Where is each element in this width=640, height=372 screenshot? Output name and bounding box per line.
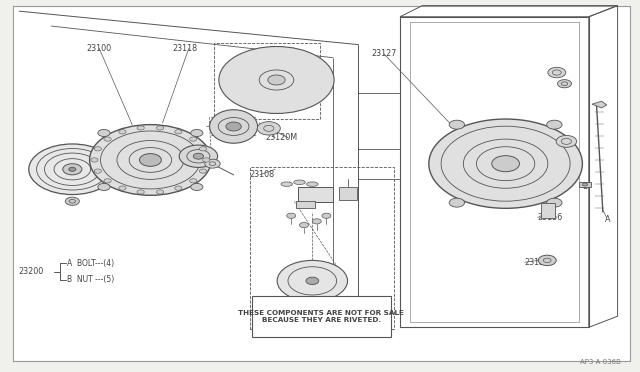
Ellipse shape — [294, 180, 305, 185]
Circle shape — [137, 126, 145, 130]
Text: 23200: 23200 — [18, 267, 43, 276]
Text: 23108: 23108 — [250, 170, 275, 179]
Circle shape — [179, 145, 218, 167]
Circle shape — [191, 183, 203, 190]
Circle shape — [548, 67, 566, 78]
Bar — [400, 17, 589, 327]
Circle shape — [557, 80, 572, 88]
Text: 23150: 23150 — [35, 165, 60, 174]
Bar — [298, 187, 333, 202]
Circle shape — [556, 135, 577, 147]
Circle shape — [449, 198, 465, 207]
Text: 23156: 23156 — [538, 213, 563, 222]
Circle shape — [193, 153, 204, 159]
Bar — [296, 201, 315, 208]
Circle shape — [226, 122, 241, 131]
Polygon shape — [592, 101, 607, 108]
Ellipse shape — [307, 182, 318, 186]
Text: 23120M: 23120M — [266, 133, 298, 142]
Circle shape — [205, 159, 220, 168]
Circle shape — [69, 167, 76, 171]
Circle shape — [277, 260, 348, 301]
Circle shape — [538, 255, 556, 266]
Circle shape — [156, 190, 164, 194]
Circle shape — [312, 219, 321, 224]
Circle shape — [199, 169, 207, 173]
Ellipse shape — [281, 182, 292, 186]
Text: 23120MA: 23120MA — [160, 133, 198, 142]
Circle shape — [492, 155, 520, 172]
Text: A  BOLT---(4): A BOLT---(4) — [67, 259, 115, 268]
Circle shape — [137, 190, 145, 194]
Bar — [250, 167, 394, 329]
Text: 23102: 23102 — [250, 100, 275, 109]
Circle shape — [119, 186, 126, 190]
Circle shape — [90, 125, 211, 195]
Circle shape — [104, 179, 111, 183]
Text: 23127: 23127 — [371, 49, 397, 58]
Circle shape — [175, 130, 182, 134]
Circle shape — [191, 129, 203, 137]
Text: THESE COMPONENTS ARE NOT FOR SALE
BECAUSE THEY ARE RIVETED.: THESE COMPONENTS ARE NOT FOR SALE BECAUS… — [238, 310, 404, 323]
Circle shape — [547, 198, 562, 207]
Circle shape — [219, 46, 334, 113]
Text: 23118: 23118 — [173, 44, 198, 53]
Circle shape — [156, 126, 164, 130]
Text: 23124: 23124 — [525, 258, 550, 267]
Circle shape — [175, 186, 182, 190]
Circle shape — [268, 75, 285, 85]
Circle shape — [94, 169, 102, 173]
Circle shape — [429, 119, 582, 208]
Bar — [214, 43, 320, 119]
Text: B  NUT ---(5): B NUT ---(5) — [67, 275, 115, 284]
Circle shape — [547, 120, 562, 129]
Circle shape — [63, 164, 82, 175]
Circle shape — [582, 183, 588, 186]
Circle shape — [140, 154, 161, 166]
Circle shape — [104, 137, 111, 141]
Circle shape — [306, 277, 319, 285]
Circle shape — [189, 179, 197, 183]
Circle shape — [287, 213, 296, 218]
Circle shape — [203, 158, 210, 162]
Circle shape — [98, 129, 110, 137]
Bar — [410, 22, 579, 322]
Text: 23100: 23100 — [86, 44, 111, 53]
Circle shape — [189, 137, 197, 141]
Text: B: B — [582, 182, 588, 190]
Bar — [252, 296, 391, 337]
Text: AP3 A 036B: AP3 A 036B — [580, 359, 621, 365]
Circle shape — [449, 120, 465, 129]
Circle shape — [65, 197, 79, 205]
Circle shape — [91, 158, 98, 162]
Ellipse shape — [210, 110, 258, 143]
Bar — [541, 203, 555, 218]
Circle shape — [199, 147, 207, 151]
Circle shape — [119, 130, 126, 134]
Circle shape — [29, 144, 116, 195]
Bar — [579, 182, 591, 187]
Circle shape — [257, 122, 280, 135]
Bar — [339, 187, 357, 200]
Circle shape — [94, 147, 102, 151]
Circle shape — [322, 213, 331, 218]
Text: A: A — [605, 215, 611, 224]
Circle shape — [300, 222, 308, 228]
Circle shape — [98, 183, 110, 190]
